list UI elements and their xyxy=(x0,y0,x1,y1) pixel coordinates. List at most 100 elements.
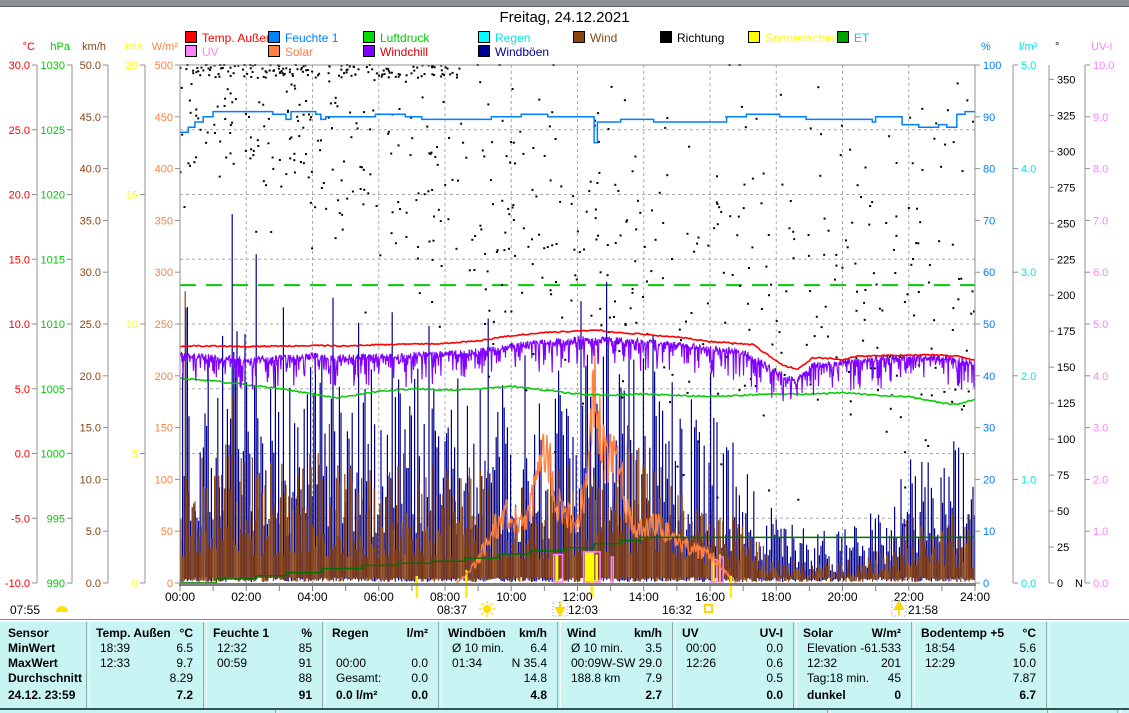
wind-direction-dot xyxy=(437,164,439,166)
wind-direction-dot xyxy=(337,199,339,201)
wind-direction-dot xyxy=(272,157,274,159)
wind-direction-dot xyxy=(909,117,911,119)
wind-direction-dot xyxy=(395,76,397,78)
axis-tick-label: 10.0 xyxy=(80,474,101,486)
wind-direction-dot xyxy=(190,112,192,114)
axis-tick-label: 75 xyxy=(1057,470,1069,482)
annotation-dawn: 07:55 xyxy=(10,603,40,617)
wind-direction-dot xyxy=(550,289,552,291)
wind-direction-dot xyxy=(666,117,668,119)
wind-direction-dot xyxy=(456,248,458,250)
axis-tick-label: 15.0 xyxy=(80,423,101,435)
wind-direction-dot xyxy=(635,322,637,324)
wind-direction-dot xyxy=(895,235,897,237)
wind-direction-dot xyxy=(622,380,624,382)
wind-direction-dot xyxy=(360,188,362,190)
wind-direction-dot xyxy=(314,206,316,208)
wind-direction-dot xyxy=(363,189,365,191)
weather-chart-canvas[interactable]: °C-10.0-5.00.05.010.015.020.025.030.0hPa… xyxy=(0,0,1129,620)
wind-direction-dot xyxy=(817,86,819,88)
wind-direction-dot xyxy=(349,65,351,67)
wind-direction-dot xyxy=(298,135,300,137)
statistics-table: SensorMinWertMaxWertDurchschnitt24.12. 2… xyxy=(0,622,1129,708)
table-cell-value: 85 xyxy=(203,641,312,655)
wind-direction-dot xyxy=(383,70,385,72)
wind-direction-dot xyxy=(418,192,420,194)
wind-direction-dot xyxy=(426,126,428,128)
wind-direction-dot xyxy=(596,182,598,184)
axis-tick-label: 350 xyxy=(155,215,173,227)
wind-direction-dot xyxy=(406,212,408,214)
wind-direction-dot xyxy=(346,198,348,200)
table-cell-value: 0.0 xyxy=(322,656,428,670)
wind-direction-dot xyxy=(904,451,906,453)
axis-tick-label: 990 xyxy=(47,578,65,590)
wind-direction-dot xyxy=(462,142,464,144)
wind-direction-dot xyxy=(395,242,397,244)
axis-tick-label: 0.0 xyxy=(15,449,30,461)
wind-direction-dot xyxy=(227,88,229,90)
axis-tick-label: 50.0 xyxy=(80,60,101,72)
wind-direction-dot xyxy=(595,209,597,211)
axis-tick-label: 25.0 xyxy=(9,125,30,137)
axis-tick-label: 0 xyxy=(1057,578,1063,590)
table-column-unit: UV-I xyxy=(672,626,783,640)
wind-direction-dot xyxy=(363,169,365,171)
wind-direction-dot xyxy=(341,214,343,216)
wind-direction-dot xyxy=(600,324,602,326)
wind-direction-dot xyxy=(895,215,897,217)
axis-tick-label: 15 xyxy=(126,190,138,202)
wind-direction-dot xyxy=(269,70,271,72)
wind-direction-dot xyxy=(339,212,341,214)
wind-direction-dot xyxy=(263,76,265,78)
wind-direction-dot xyxy=(957,82,959,84)
wind-direction-dot xyxy=(776,320,778,322)
wind-direction-dot xyxy=(452,72,454,74)
wind-direction-dot xyxy=(267,142,269,144)
wind-direction-dot xyxy=(422,96,424,98)
wind-direction-dot xyxy=(547,246,549,248)
wind-direction-dot xyxy=(744,184,746,186)
wind-direction-dot xyxy=(508,248,510,250)
wind-direction-dot xyxy=(632,288,634,290)
wind-direction-dot xyxy=(962,170,964,172)
wind-direction-dot xyxy=(957,298,959,300)
table-cell-value: 7.87 xyxy=(911,671,1036,685)
wind-direction-dot xyxy=(427,190,429,192)
table-cell-value: 2.7 xyxy=(557,688,662,702)
wind-direction-dot xyxy=(707,302,709,304)
axis-tick-label: 1010 xyxy=(41,319,65,331)
wind-direction-dot xyxy=(289,157,291,159)
wind-direction-dot xyxy=(768,234,770,236)
axis-tick-label: 250 xyxy=(155,319,173,331)
wind-direction-dot xyxy=(538,99,540,101)
x-axis-line xyxy=(179,583,976,586)
wind-direction-dot xyxy=(958,278,960,280)
wind-direction-dot xyxy=(659,192,661,194)
annotation-sun: 08:37 xyxy=(437,603,467,617)
wind-direction-dot xyxy=(215,76,217,78)
wind-direction-dot xyxy=(308,176,310,178)
wind-direction-dot xyxy=(970,313,972,315)
wind-direction-dot xyxy=(230,75,232,77)
wind-direction-dot xyxy=(358,68,360,70)
wind-direction-dot xyxy=(561,317,563,319)
x-tick-label: 16:00 xyxy=(695,590,725,604)
wind-direction-dot xyxy=(233,163,235,165)
wind-direction-dot xyxy=(210,67,212,69)
axis-tick-label: 50 xyxy=(983,319,995,331)
wind-direction-dot xyxy=(273,70,275,72)
wind-direction-dot xyxy=(825,306,827,308)
wind-direction-dot xyxy=(896,375,898,377)
wind-direction-dot xyxy=(736,234,738,236)
wind-direction-dot xyxy=(433,240,435,242)
wind-direction-dot xyxy=(632,170,634,172)
axis-tick-label: 1015 xyxy=(41,254,65,266)
wind-direction-dot xyxy=(491,141,493,143)
wind-direction-dot xyxy=(428,152,430,154)
north-label: N xyxy=(1075,578,1083,590)
x-tick-label: 06:00 xyxy=(364,590,394,604)
axis-tick-label: 100 xyxy=(983,60,1001,72)
table-column-unit: °C xyxy=(911,626,1036,640)
wind-direction-dot xyxy=(630,307,632,309)
